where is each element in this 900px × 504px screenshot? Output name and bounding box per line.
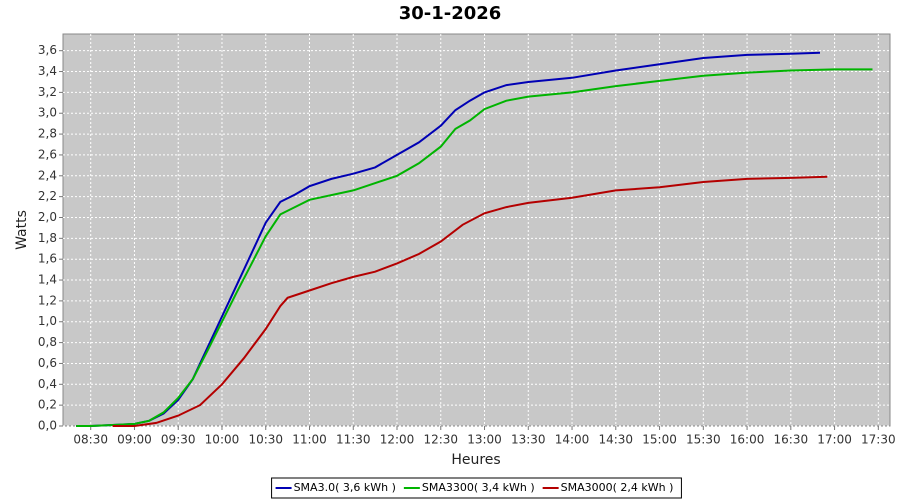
x-tick-label: 17:30 [861,433,896,447]
x-tick-label: 09:30 [161,433,196,447]
y-tick-label: 1,6 [38,252,57,266]
y-tick-label: 3,0 [38,106,57,120]
x-tick-label: 10:30 [248,433,283,447]
x-tick-label: 16:30 [774,433,809,447]
legend-label: SMA3000( 2,4 kWh ) [561,481,674,494]
x-tick-label: 10:00 [205,433,240,447]
x-tick-label: 16:00 [730,433,765,447]
legend [271,477,682,499]
legend-label: SMA3300( 3,4 kWh ) [422,481,535,494]
x-tick-label: 13:00 [467,433,502,447]
y-tick-label: 3,2 [38,85,57,99]
x-tick-label: 14:00 [555,433,590,447]
x-tick-label: 11:00 [292,433,327,447]
y-tick-label: 0,8 [38,335,57,349]
y-tick-label: 2,6 [38,147,57,161]
y-tick-label: 2,8 [38,127,57,141]
x-tick-label: 13:30 [511,433,546,447]
x-axis-label: Heures [451,452,500,468]
y-tick-label: 0,0 [38,419,57,433]
y-tick-label: 0,6 [38,356,57,370]
x-tick-label: 14:30 [598,433,633,447]
legend-label: SMA3.0( 3,6 kWh ) [294,481,396,494]
series-line [112,175,828,427]
series-line [76,68,873,427]
y-tick-label: 0,4 [38,377,57,391]
y-tick-label: 1,8 [38,231,57,245]
y-tick-label: 0,2 [38,398,57,412]
y-tick-label: 3,4 [38,64,57,78]
y-axis-label: Watts [14,210,30,250]
x-tick-label: 12:00 [380,433,415,447]
y-tick-label: 1,2 [38,293,57,307]
x-tick-label: 11:30 [336,433,371,447]
x-tick-label: 08:30 [73,433,108,447]
x-tick-label: 12:30 [423,433,458,447]
y-tick-label: 3,6 [38,43,57,57]
chart-title: 30-1-2026 [399,3,502,24]
x-tick-label: 17:00 [817,433,852,447]
series-line [76,51,821,427]
y-tick-label: 2,0 [38,210,57,224]
y-tick-label: 2,2 [38,189,57,203]
y-tick-label: 2,4 [38,168,57,182]
y-tick-label: 1,4 [38,273,57,287]
x-tick-label: 15:30 [686,433,721,447]
y-tick-label: 1,0 [38,314,57,328]
x-tick-label: 09:00 [117,433,152,447]
x-tick-label: 15:00 [642,433,677,447]
